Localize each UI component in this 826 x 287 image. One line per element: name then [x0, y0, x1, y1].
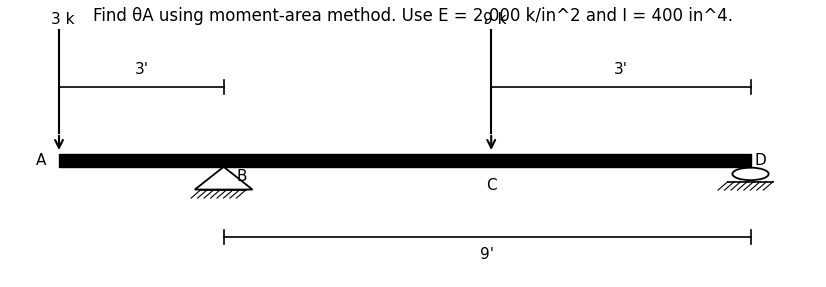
- Text: A: A: [36, 153, 46, 168]
- Text: C: C: [486, 178, 496, 193]
- Text: 9': 9': [480, 247, 494, 262]
- Text: 3': 3': [614, 62, 628, 77]
- Text: 9 k: 9 k: [483, 12, 506, 27]
- Text: D: D: [755, 153, 767, 168]
- Text: B: B: [236, 169, 246, 184]
- Text: 3': 3': [135, 62, 149, 77]
- Text: 3 k: 3 k: [50, 12, 74, 27]
- Bar: [59, 154, 751, 167]
- Text: Find θA using moment-area method. Use E = 2,000 k/in^2 and I = 400 in^4.: Find θA using moment-area method. Use E …: [93, 7, 733, 25]
